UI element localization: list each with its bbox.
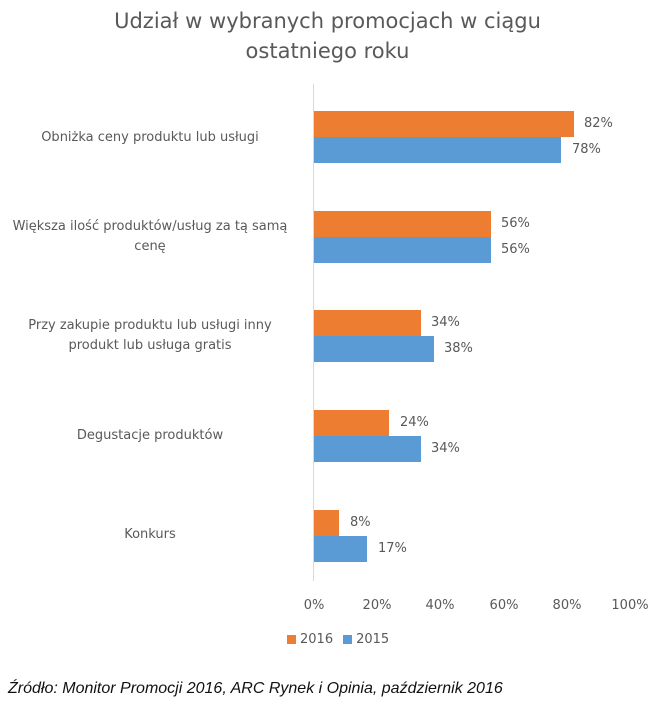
category-label-line: cenę — [134, 239, 166, 254]
category-label-line: Konkurs — [124, 527, 176, 542]
data-label-2016: 56% — [501, 216, 530, 231]
bar-2016 — [314, 310, 421, 336]
category-label-line: Degustacje produktów — [76, 428, 224, 443]
bar-2015 — [314, 536, 367, 562]
bar-2015 — [314, 237, 491, 263]
bar-2016 — [314, 211, 491, 237]
data-label-2015: 34% — [431, 441, 460, 456]
x-tick-label: 0% — [303, 598, 325, 613]
chart-title-line-2: ostatniego roku — [245, 39, 410, 63]
source-note: Źródło: Monitor Promocji 2016, ARC Rynek… — [8, 680, 503, 697]
data-label-2015: 56% — [501, 242, 530, 257]
data-label-2015: 17% — [378, 541, 407, 556]
data-label-2016: 8% — [350, 515, 371, 530]
data-label-2015: 38% — [444, 341, 473, 356]
category-label-line: Obniżka ceny produktu lub usługi — [41, 130, 259, 145]
category-label-line: Większa ilość produktów/usług za tą samą — [12, 219, 288, 234]
bar-2016 — [314, 510, 339, 536]
legend-label: 2015 — [356, 632, 390, 647]
data-label-2016: 34% — [431, 315, 460, 330]
legend-swatch-icon — [343, 635, 353, 644]
chart-title-line-1: Udział w wybranych promocjach w ciągu — [114, 9, 541, 33]
legend: 2016 2015 — [287, 632, 395, 647]
bar-2015 — [314, 137, 561, 163]
bar-2016 — [314, 111, 574, 137]
bar-2015 — [314, 436, 421, 462]
legend-swatch-icon — [287, 635, 296, 644]
x-tick-label: 100% — [611, 598, 649, 613]
legend-label: 2016 — [300, 632, 334, 647]
x-tick-label: 40% — [425, 598, 455, 613]
bar-2015 — [314, 336, 434, 362]
legend-item-2015: 2015 — [343, 632, 389, 647]
data-label-2016: 82% — [584, 116, 613, 131]
category-label-line: Przy zakupie produktu lub usługi inny — [28, 318, 272, 333]
category-label: Degustacje produktów — [0, 426, 300, 446]
x-tick-label: 20% — [362, 598, 392, 613]
category-label: Przy zakupie produktu lub usługi inny pr… — [0, 316, 300, 356]
category-axis-line — [313, 84, 314, 581]
category-label-line: produkt lub usługa gratis — [68, 338, 232, 353]
category-label: Obniżka ceny produktu lub usługi — [0, 128, 300, 148]
chart-title: Udział w wybranych promocjach w ciągu os… — [0, 6, 655, 66]
data-label-2015: 78% — [572, 142, 601, 157]
legend-item-2016: 2016 — [287, 632, 333, 647]
bar-2016 — [314, 410, 389, 436]
category-label: Konkurs — [0, 525, 300, 545]
data-label-2016: 24% — [400, 415, 429, 430]
category-label: Większa ilość produktów/usług za tą samą… — [0, 217, 300, 257]
x-tick-label: 80% — [552, 598, 582, 613]
x-tick-label: 60% — [489, 598, 519, 613]
